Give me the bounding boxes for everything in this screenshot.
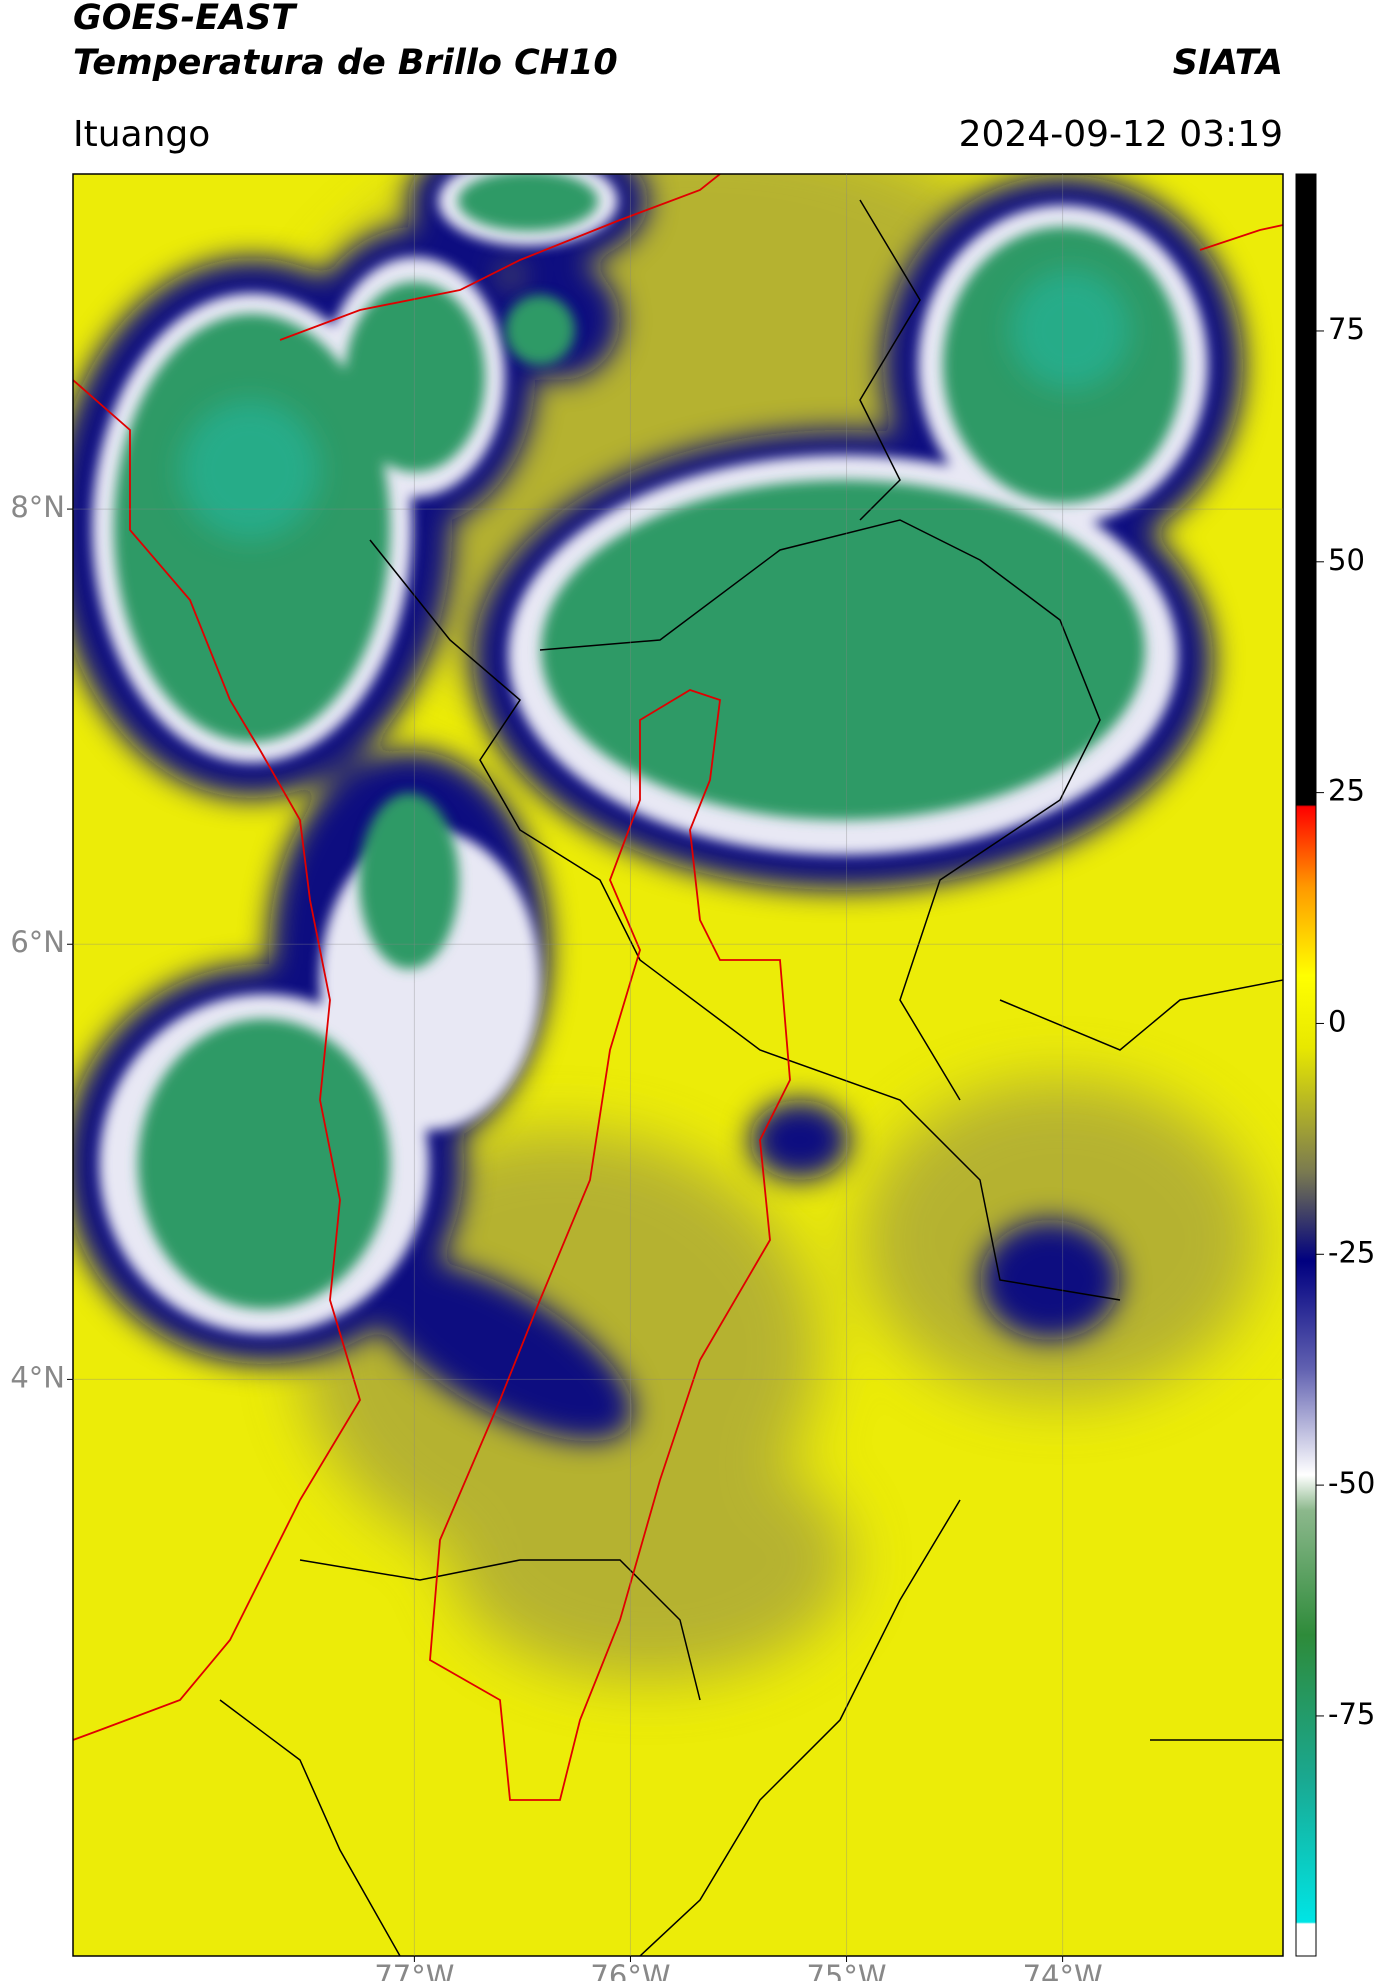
satellite-image <box>73 174 1283 1956</box>
colorbar-tick-label: -50 <box>1328 1466 1375 1500</box>
x-tick-label: 74°W <box>1023 1959 1103 1981</box>
title: GOES-EAST <box>73 0 298 38</box>
source: SIATA <box>1173 43 1283 83</box>
admin-borders <box>219 199 1283 1956</box>
subtitle: Temperatura de Brillo CH10 <box>73 43 618 83</box>
map-frame <box>72 173 1284 1957</box>
y-tick-label: 6°N <box>10 925 65 959</box>
colorbar-tick-label: 0 <box>1328 1004 1346 1038</box>
colorbar-tick-label: 25 <box>1328 774 1365 808</box>
colorbar-tick-label: -25 <box>1328 1235 1375 1269</box>
y-tick-label: 8°N <box>10 490 65 524</box>
x-tick-label: 75°W <box>806 1959 886 1981</box>
datetime: 2024-09-12 03:19 <box>959 114 1283 155</box>
colorbar-tick-label: 75 <box>1328 312 1365 346</box>
colorbar-tick-label: 50 <box>1328 543 1365 577</box>
colorbar-tick-label: -75 <box>1328 1697 1375 1731</box>
colorbar <box>1295 173 1317 1957</box>
x-tick-label: 77°W <box>374 1959 454 1981</box>
coastline-borders <box>73 174 1283 1801</box>
x-tick-label: 76°W <box>590 1959 670 1981</box>
y-tick-label: 4°N <box>10 1360 65 1394</box>
location: Ituango <box>73 114 210 155</box>
